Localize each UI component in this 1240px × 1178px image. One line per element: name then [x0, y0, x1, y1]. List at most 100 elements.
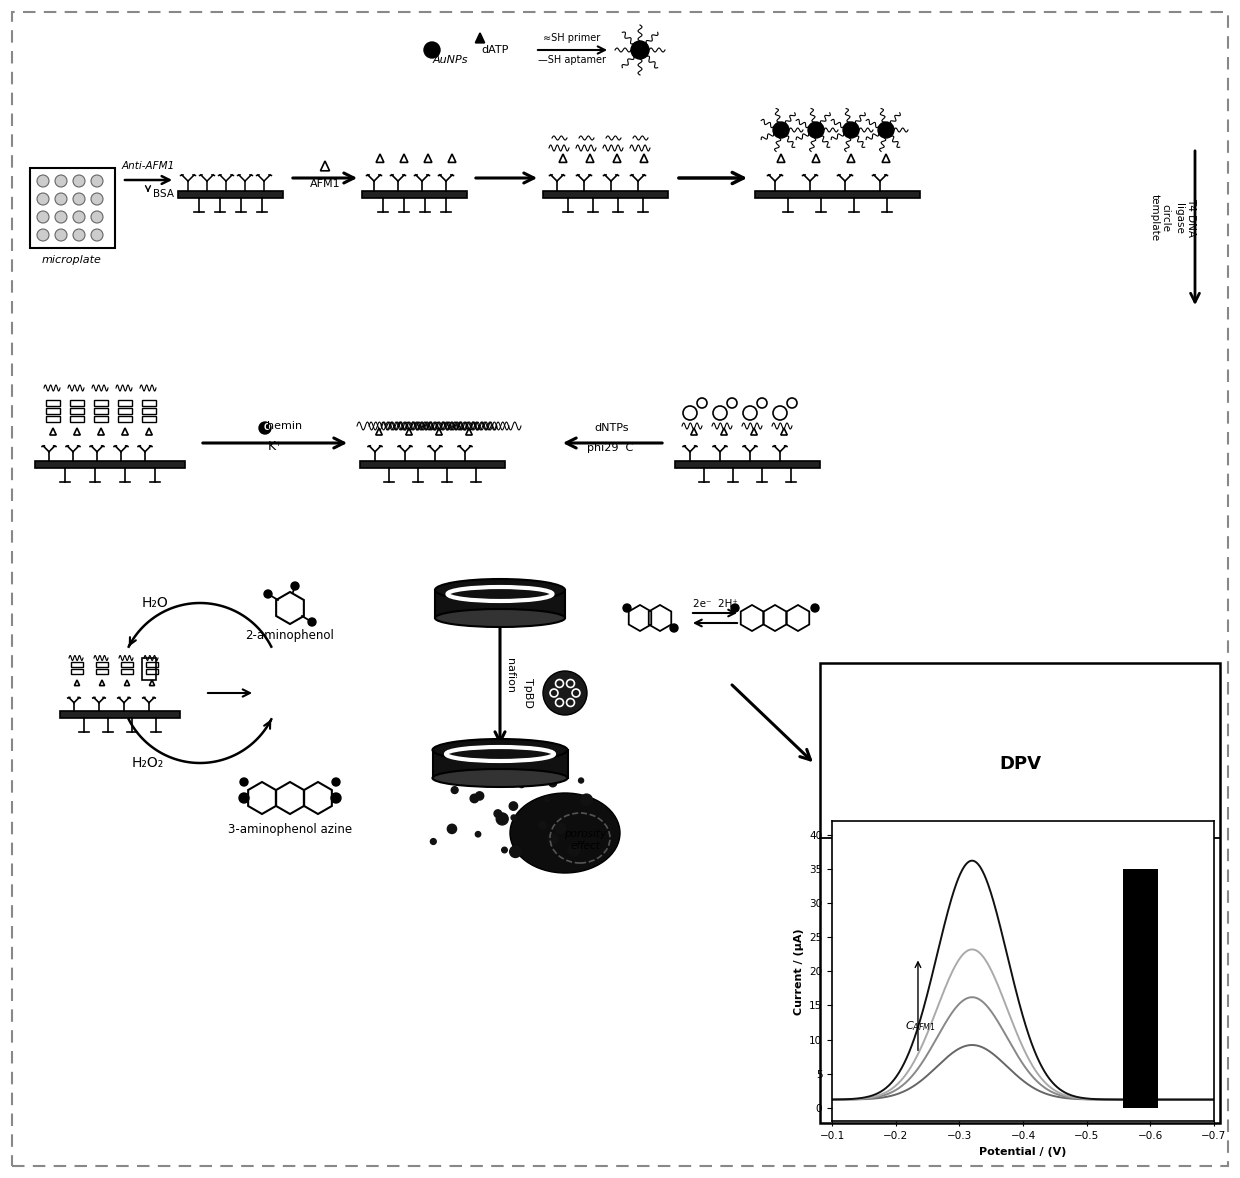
Ellipse shape — [73, 193, 86, 205]
Ellipse shape — [37, 211, 50, 223]
Ellipse shape — [510, 793, 620, 873]
FancyBboxPatch shape — [755, 191, 920, 198]
Text: K⁺: K⁺ — [268, 439, 283, 452]
Ellipse shape — [73, 211, 86, 223]
Ellipse shape — [435, 580, 565, 601]
FancyBboxPatch shape — [60, 712, 180, 719]
Text: O: O — [264, 423, 270, 431]
Ellipse shape — [475, 832, 481, 836]
Text: H₂O₂: H₂O₂ — [131, 756, 164, 770]
Ellipse shape — [241, 777, 248, 786]
FancyBboxPatch shape — [435, 590, 565, 618]
Text: phi29  C: phi29 C — [587, 443, 634, 454]
Text: ≈SH primer: ≈SH primer — [543, 33, 600, 44]
Ellipse shape — [55, 211, 67, 223]
Ellipse shape — [37, 229, 50, 241]
Ellipse shape — [435, 609, 565, 627]
Ellipse shape — [448, 825, 456, 834]
Text: 3-aminophenol azine: 3-aminophenol azine — [228, 823, 352, 836]
Text: T4 DNA
ligase: T4 DNA ligase — [1174, 199, 1195, 238]
FancyBboxPatch shape — [675, 461, 820, 468]
Ellipse shape — [510, 846, 521, 858]
X-axis label: Potential / (V): Potential / (V) — [980, 1146, 1066, 1157]
Ellipse shape — [37, 176, 50, 187]
Text: $C_{AFM1}$: $C_{AFM1}$ — [905, 1019, 936, 1033]
Ellipse shape — [773, 123, 789, 138]
Ellipse shape — [91, 229, 103, 241]
Ellipse shape — [568, 845, 580, 856]
Ellipse shape — [73, 176, 86, 187]
Ellipse shape — [264, 590, 272, 598]
Ellipse shape — [91, 193, 103, 205]
Polygon shape — [475, 33, 485, 42]
Text: dNTPs: dNTPs — [595, 423, 629, 434]
Ellipse shape — [496, 813, 508, 825]
Ellipse shape — [308, 618, 316, 626]
Ellipse shape — [433, 739, 568, 761]
Ellipse shape — [470, 794, 479, 802]
Text: circle
template: circle template — [1149, 194, 1171, 241]
FancyBboxPatch shape — [30, 168, 115, 249]
Ellipse shape — [73, 229, 86, 241]
Ellipse shape — [494, 809, 502, 818]
Text: H₂O: H₂O — [141, 596, 169, 610]
Ellipse shape — [433, 769, 568, 787]
Bar — [1123, 869, 1158, 1107]
Ellipse shape — [518, 782, 525, 788]
Ellipse shape — [511, 815, 516, 820]
Ellipse shape — [544, 796, 549, 801]
Ellipse shape — [549, 779, 557, 787]
Ellipse shape — [538, 821, 546, 829]
Ellipse shape — [843, 123, 859, 138]
Ellipse shape — [37, 193, 50, 205]
Ellipse shape — [622, 604, 631, 613]
Ellipse shape — [631, 41, 649, 59]
FancyBboxPatch shape — [820, 663, 1220, 1123]
Text: microplate: microplate — [42, 254, 102, 265]
FancyBboxPatch shape — [543, 191, 668, 198]
Ellipse shape — [331, 793, 341, 803]
Ellipse shape — [510, 802, 517, 810]
Ellipse shape — [454, 767, 463, 775]
FancyBboxPatch shape — [179, 191, 283, 198]
Ellipse shape — [808, 123, 825, 138]
Ellipse shape — [580, 794, 593, 806]
Text: porosity
effect: porosity effect — [564, 829, 606, 851]
Ellipse shape — [548, 834, 558, 845]
Ellipse shape — [55, 193, 67, 205]
Ellipse shape — [475, 792, 484, 800]
Ellipse shape — [91, 211, 103, 223]
Ellipse shape — [502, 847, 507, 853]
Ellipse shape — [291, 582, 299, 590]
Text: DPV: DPV — [999, 755, 1042, 773]
FancyBboxPatch shape — [362, 191, 467, 198]
Text: hemin: hemin — [268, 421, 303, 431]
Ellipse shape — [55, 176, 67, 187]
Text: nafion: nafion — [505, 659, 515, 694]
Text: AuNPs: AuNPs — [433, 55, 467, 65]
Ellipse shape — [430, 839, 436, 845]
Ellipse shape — [579, 777, 584, 783]
Ellipse shape — [451, 787, 458, 794]
Ellipse shape — [332, 777, 340, 786]
FancyBboxPatch shape — [433, 750, 568, 777]
Ellipse shape — [556, 823, 565, 834]
Text: 2-aminophenol: 2-aminophenol — [246, 629, 335, 642]
FancyBboxPatch shape — [35, 461, 185, 468]
Text: —SH aptamer: —SH aptamer — [538, 55, 606, 65]
Ellipse shape — [55, 229, 67, 241]
Ellipse shape — [259, 422, 272, 434]
Text: 2e⁻  2H⁺: 2e⁻ 2H⁺ — [693, 598, 738, 609]
FancyBboxPatch shape — [360, 461, 505, 468]
Ellipse shape — [670, 624, 678, 633]
Ellipse shape — [239, 793, 249, 803]
Ellipse shape — [424, 42, 440, 58]
Ellipse shape — [811, 604, 818, 613]
Y-axis label: Current / (μA): Current / (μA) — [794, 928, 804, 1014]
Ellipse shape — [91, 176, 103, 187]
Text: dATP: dATP — [481, 45, 508, 55]
Text: Anti-AFM1: Anti-AFM1 — [122, 161, 175, 171]
Ellipse shape — [878, 123, 894, 138]
Ellipse shape — [543, 671, 587, 715]
Text: TpBD: TpBD — [523, 679, 533, 708]
